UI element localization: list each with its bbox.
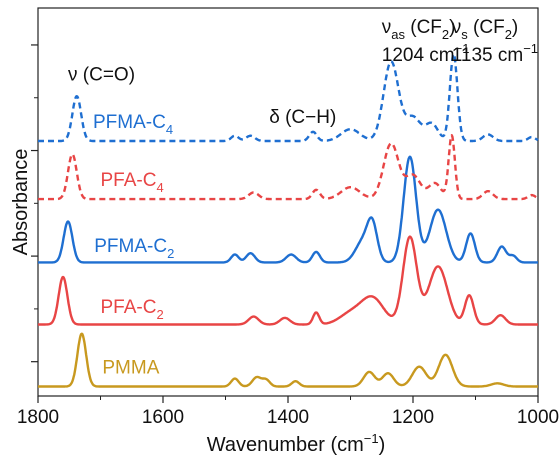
x-axis-label-main: Wavenumber (cm: [207, 434, 364, 456]
annotation-vas-wavenumber: 1204 cm−1: [382, 41, 470, 66]
series-pfa_c2: [37, 235, 539, 326]
series-pfma_c2: [37, 155, 539, 264]
x-tick-label-1400: 1400: [267, 407, 309, 428]
y-ticks: [31, 44, 38, 363]
series-pfa_c4: [37, 134, 539, 201]
series-labels: PMMA PFA-C2 PFMA-C2 PFA-C4 PFMA-C4: [93, 112, 174, 378]
x-axis-label-exp: −1: [364, 431, 379, 446]
series-label-pfa_c2: PFA-C2: [101, 297, 164, 322]
x-ticks: 1800 1600 1400 1200 1000: [17, 396, 559, 428]
series-pfma_c4: [37, 52, 539, 143]
x-tick-label-1000: 1000: [517, 407, 559, 428]
annotations: ν (C=O) δ (C−H) νas (CF2)1204 cm−1νs (CF2)…: [68, 17, 538, 128]
x-tick-label-1800: 1800: [17, 407, 59, 428]
series-label-pmma: PMMA: [102, 358, 159, 379]
annotation-vas-title: νas (CF2): [382, 17, 456, 42]
series-label-pfma_c4: PFMA-C4: [93, 112, 173, 137]
annotation-co: ν (C=O): [68, 65, 135, 86]
series-group: [37, 52, 539, 388]
x-axis-label-close: ): [379, 434, 386, 456]
x-axis-label: Wavenumber (cm−1): [207, 431, 386, 456]
series-label-pfa_c4: PFA-C4: [101, 170, 164, 195]
y-axis-label: Absorbance: [10, 149, 32, 256]
x-tick-label-1600: 1600: [142, 407, 184, 428]
annotation-ch: δ (C−H): [269, 107, 336, 128]
x-tick-label-1200: 1200: [392, 407, 434, 428]
series-label-pfma_c2: PFMA-C2: [94, 236, 174, 261]
annotation-vs-wavenumber: 1135 cm−1: [452, 41, 538, 66]
annotation-vs-title: νs (CF2): [452, 17, 519, 42]
series-pmma: [37, 332, 539, 388]
